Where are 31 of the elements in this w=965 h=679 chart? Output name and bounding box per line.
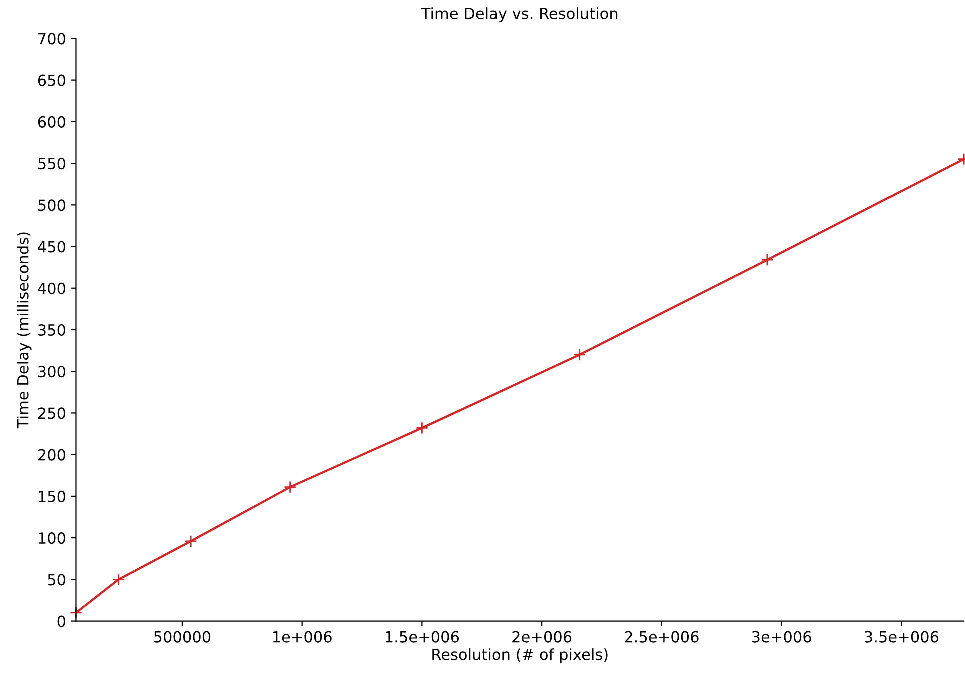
x-tick-label: 3.5e+006 [865,631,939,643]
y-tick-label: 250 [38,408,66,420]
chart-title: Time Delay vs. Resolution [421,8,618,22]
point [284,481,297,494]
y-tick-label: 150 [39,490,66,502]
point [761,254,774,266]
y-tick-label: 0 [58,616,66,628]
y-tick-label: 350 [38,324,66,336]
y-tick-label: 300 [38,366,66,378]
y-tick-label: 500 [38,200,66,212]
y-tick-label: 200 [38,449,66,461]
point [112,573,126,586]
x-tick-label: 500000 [154,631,211,643]
y-tick-label: 100 [39,532,66,544]
point [573,348,586,362]
y-axis-title: Time Delay (milliseconds) [17,232,32,429]
x-axis-title: Resolution (# of pixels) [432,648,608,664]
y-tick-label: 400 [38,282,66,294]
y-tick-label: 650 [38,74,66,86]
x-tick-label: 3e+006 [752,631,812,643]
y-tick-label: 700 [38,33,66,45]
x-tick-label: 1e+006 [273,631,332,643]
y-tick-label: 450 [38,241,66,253]
point [416,422,428,434]
point [184,535,198,548]
x-tick-label: 2.5e+006 [625,631,699,643]
y-tick-label: 600 [38,116,66,128]
y-tick-label: 50 [48,574,66,586]
x-tick-label: 1.5e+006 [386,631,460,643]
x-tick-label: 2e+006 [512,631,572,643]
y-tick-label: 550 [38,158,66,170]
